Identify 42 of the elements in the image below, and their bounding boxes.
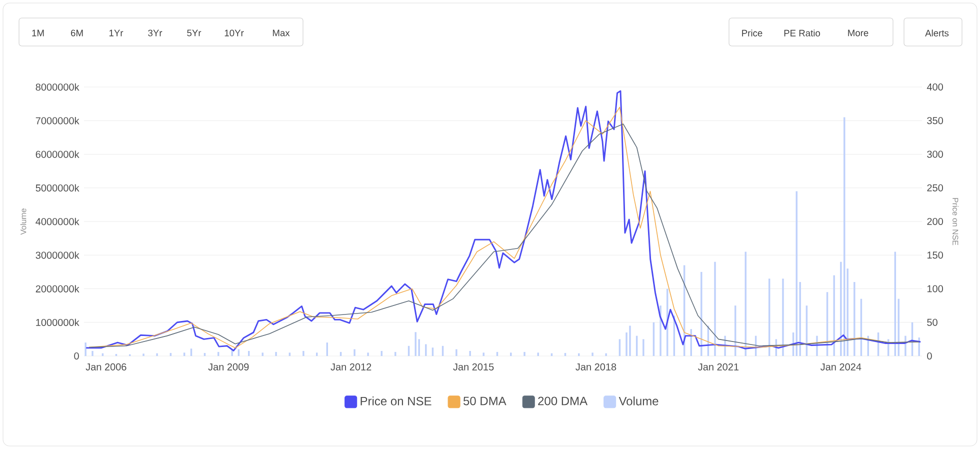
x-tick-label: Jan 2006	[86, 363, 126, 370]
y-tick-label: 3000000k	[36, 251, 80, 259]
text: Alerts	[925, 30, 949, 36]
text: 1Yr	[109, 30, 124, 36]
y2-tick-label: 0	[927, 352, 932, 360]
y-tick-label: 7000000k	[36, 116, 80, 124]
text: 6M	[71, 30, 83, 36]
y-tick-label: 0	[74, 352, 79, 360]
x-tick-label: Jan 2024	[820, 363, 862, 370]
x-tick-label: Jan 2012	[330, 363, 372, 370]
y-tick-label: 1000000k	[36, 318, 80, 326]
legend-label: Price on NSE	[360, 396, 432, 406]
y-tick-label: 4000000k	[36, 218, 80, 226]
y2-tick-label: 200	[927, 218, 943, 226]
text: 10Yr	[224, 30, 244, 36]
legend-label: 200 DMA	[538, 396, 588, 406]
y-tick-label: 8000000k	[36, 83, 80, 91]
text: More	[848, 30, 868, 36]
y2-tick-label: 250	[927, 184, 943, 192]
text: 1M	[32, 30, 44, 36]
y2-tick-label: 300	[927, 150, 943, 158]
y-tick-label: 2000000k	[36, 285, 80, 292]
x-tick-label: Jan 2018	[576, 363, 616, 370]
y2-tick-label: 100	[927, 285, 943, 292]
text: PE Ratio	[784, 30, 820, 36]
x-tick-label: Jan 2009	[208, 363, 249, 370]
x-tick-label: Jan 2021	[698, 363, 739, 370]
y2-tick-label: 50	[927, 318, 938, 326]
legend-label: Volume	[618, 396, 658, 406]
y2-tick-label: 400	[926, 83, 943, 91]
y-tick-label: 5000000k	[36, 184, 80, 192]
y2-axis-title: Price on NSE	[952, 198, 958, 246]
x-tick-label: Jan 2015	[453, 363, 494, 370]
text: Max	[272, 30, 290, 36]
text: Price	[742, 30, 762, 36]
y-tick-label: 6000000k	[36, 150, 80, 158]
legend-label: 50 DMA	[463, 396, 506, 406]
text: 3Yr	[148, 30, 162, 36]
text: 5Yr	[187, 30, 202, 36]
y2-tick-label: 150	[927, 252, 943, 259]
y-axis-title: Volume	[20, 208, 26, 235]
y2-tick-label: 350	[927, 117, 943, 124]
